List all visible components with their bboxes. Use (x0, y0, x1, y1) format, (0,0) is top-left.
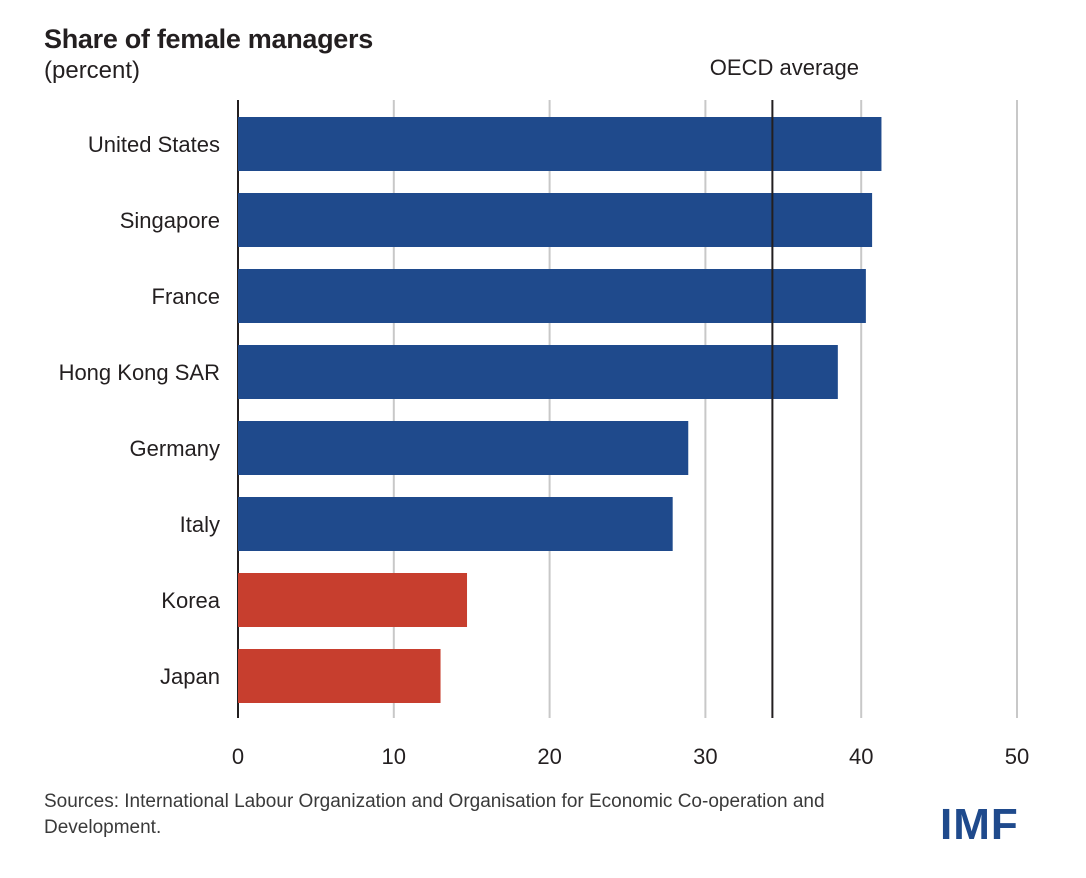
category-label: Singapore (120, 208, 220, 233)
chart-subtitle: (percent) (44, 57, 141, 84)
sources-note: Sources: International Labour Organizati… (44, 791, 825, 838)
x-tick-label: 0 (232, 744, 244, 769)
imf-logo: IMF (940, 800, 1019, 849)
x-tick-label: 10 (382, 744, 406, 769)
category-label: Hong Kong SAR (59, 360, 220, 385)
reference-line-group: OECD average (710, 55, 859, 718)
bar-hong-kong-sar (238, 345, 838, 399)
oecd-average-label: OECD average (710, 55, 859, 80)
category-label: Korea (161, 588, 220, 613)
bar-germany (238, 421, 689, 475)
x-tick-label: 30 (693, 744, 717, 769)
category-label: France (152, 284, 220, 309)
category-label: Germany (130, 436, 220, 461)
bar-united-states (238, 117, 882, 171)
x-tick-label: 20 (537, 744, 561, 769)
bar-japan (238, 649, 441, 703)
x-tick-label: 50 (1005, 744, 1029, 769)
x-tick-label: 40 (849, 744, 873, 769)
bar-france (238, 269, 866, 323)
bar-italy (238, 497, 673, 551)
category-label: Japan (160, 664, 220, 689)
bars (238, 117, 882, 703)
category-labels: United States Singapore France Hong Kong SA… (59, 132, 221, 689)
chart-title: Share of female managers (44, 24, 373, 54)
category-label: Italy (180, 512, 220, 537)
category-label: United States (88, 132, 220, 157)
bar-singapore (238, 193, 873, 247)
bar-korea (238, 573, 468, 627)
x-axis-ticks: 0 10 20 30 40 50 (232, 744, 1029, 769)
bar-chart: OECD average United States Singapore Franc… (59, 55, 1030, 769)
